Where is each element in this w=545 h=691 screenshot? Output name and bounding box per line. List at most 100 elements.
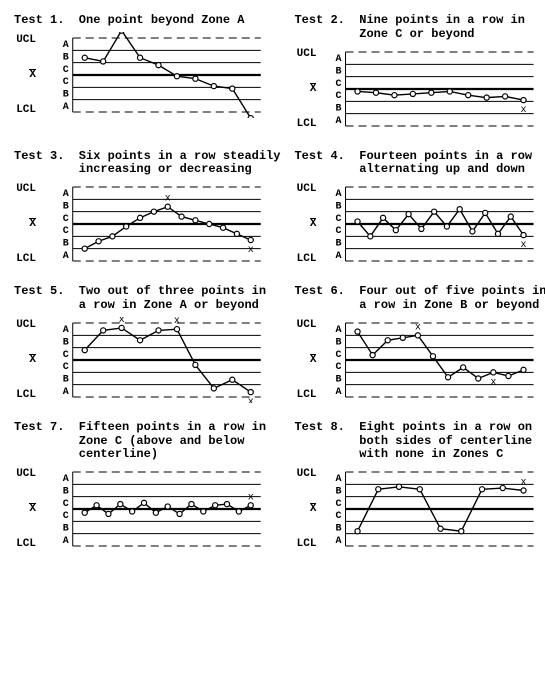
data-point [476,376,481,381]
data-point [521,367,526,372]
test-title: Test 4. Fourteen points in a row alterna… [294,150,545,178]
data-point [234,231,239,236]
data-point [483,210,488,215]
zone-letter: B [336,202,342,213]
data-point [448,88,453,93]
zone-letter: C [63,65,69,76]
data-point [438,526,443,531]
zone-letter: B [63,239,69,250]
center-label: X [14,503,36,515]
signal-marker: x [248,492,254,503]
data-point [376,487,381,492]
data-point [432,209,437,214]
zone-letter: B [336,239,342,250]
lcl-label: LCL [294,118,316,130]
data-point [521,233,526,238]
ucl-label: UCL [294,319,316,331]
data-point [174,326,179,331]
data-point [193,218,198,223]
data-point [165,504,170,509]
signal-marker: x [248,397,254,403]
zone-letter: A [336,474,342,485]
data-point [381,215,386,220]
test-panel: Test 4. Fourteen points in a row alterna… [294,150,545,268]
data-point [174,73,179,78]
ucl-label: UCL [14,319,36,331]
test-title: Test 3. Six points in a row steadily inc… [14,150,280,178]
data-point [179,214,184,219]
data-point [368,234,373,239]
data-point [211,386,216,391]
data-point [101,328,106,333]
data-point [248,115,253,117]
test-title: Test 8. Eight points in a row on both si… [294,421,545,462]
data-point [521,488,526,493]
signal-marker: x [119,317,125,326]
signal-marker: x [521,105,527,116]
zone-letter: A [63,189,69,200]
ucl-label: UCL [294,183,316,195]
test-title: Test 7. Fifteen points in a row in Zone … [14,421,280,462]
test-title: Test 6. Four out of five points in a row… [294,285,545,313]
test-panel: Test 8. Eight points in a row on both si… [294,421,545,552]
data-point [236,509,241,514]
data-point [509,214,514,219]
signal-marker: x [248,245,254,256]
data-point [153,510,158,515]
zone-letter: C [336,350,342,361]
data-point [446,374,451,379]
data-point [220,225,225,230]
data-point [355,529,360,534]
test-panel: Test 1. One point beyond Zone AUCLXLCLAB… [14,14,280,132]
data-point [355,219,360,224]
data-point [82,510,87,515]
data-point [355,88,360,93]
control-chart: ABCCBAxx [319,317,545,403]
ucl-label: UCL [294,468,316,480]
y-axis-labels: UCLXLCL [14,317,39,403]
control-chart: ABCCBAx [319,466,545,552]
data-point [480,487,485,492]
data-line [358,331,524,378]
data-point [397,484,402,489]
data-point [394,228,399,233]
data-point [248,503,253,508]
data-point [213,503,218,508]
data-point [374,90,379,95]
zone-letter: C [63,226,69,237]
zone-letter: A [336,387,342,398]
data-point [503,93,508,98]
zone-letter: A [63,325,69,336]
data-point [137,337,142,342]
data-point [461,365,466,370]
signal-marker: x [491,377,497,388]
data-point [521,97,526,102]
data-point [416,333,421,338]
data-point [496,231,501,236]
data-point [82,246,87,251]
y-axis-labels: UCLXLCL [294,181,319,267]
data-point [110,234,115,239]
zone-letter: A [63,251,69,262]
lcl-label: LCL [14,538,36,550]
y-axis-labels: UCLXLCL [294,317,319,403]
zone-letter: A [63,40,69,51]
zone-letter: B [63,202,69,213]
y-axis-labels: UCLXLCL [14,181,39,267]
data-point [470,229,475,234]
center-label: X [294,83,316,95]
control-chart: ABCCBAxx [39,32,280,118]
data-point [137,215,142,220]
signal-marker: x [165,194,171,205]
center-label: X [14,218,36,230]
data-point [506,373,511,378]
data-point [459,529,464,534]
data-point [401,335,406,340]
center-label: X [294,503,316,515]
data-point [124,224,129,229]
zone-letter: B [336,487,342,498]
data-point [177,512,182,517]
signal-marker: x [415,322,421,333]
test-panel: Test 5. Two out of three points in a row… [14,285,280,403]
chart-wrap: UCLXLCLABCCBAx [294,466,545,552]
